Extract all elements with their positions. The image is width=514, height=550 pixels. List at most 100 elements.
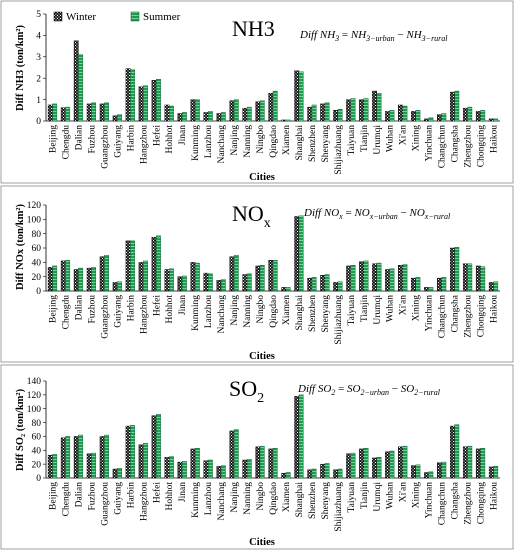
bar-summer xyxy=(78,54,84,122)
y-tick-label: 4 xyxy=(36,32,41,42)
formula-nh3-lhs: Diff NH xyxy=(299,29,336,41)
x-tick-label: Guiyang xyxy=(113,482,123,515)
bar-summer xyxy=(169,268,174,292)
bar-winter xyxy=(86,453,92,479)
y-tick-label: 40 xyxy=(32,446,42,456)
bar-winter xyxy=(216,466,222,479)
bar-winter xyxy=(164,457,170,479)
bar-winter xyxy=(255,101,261,122)
panel-frame-nh3 xyxy=(0,0,514,184)
bar-summer xyxy=(428,287,434,292)
bar-summer xyxy=(207,459,213,479)
bar-winter xyxy=(307,469,313,479)
bar-winter xyxy=(203,112,209,122)
bar-summer xyxy=(493,118,499,122)
x-tick-label: Guiyang xyxy=(113,295,123,328)
x-tick-label: Shanghai xyxy=(295,295,305,331)
bar-summer xyxy=(156,79,161,122)
bar-summer xyxy=(389,268,395,292)
x-tick-label: Chengdu xyxy=(61,482,71,517)
bar-winter xyxy=(333,469,339,479)
panel-frame-so2 xyxy=(0,364,514,550)
bar-summer xyxy=(130,240,135,292)
bar-summer xyxy=(415,277,421,292)
bar-winter xyxy=(216,280,222,292)
bar-summer xyxy=(493,281,499,292)
x-tick-label: Guangzhou xyxy=(100,482,110,526)
x-tick-label: Qingdao xyxy=(269,125,279,158)
bar-summer xyxy=(467,263,473,292)
panel-title-nox: NOx xyxy=(232,201,271,231)
bar-winter xyxy=(229,430,235,479)
formula-nh3-lhs-sub: 3 xyxy=(334,34,339,43)
x-tick-label: Kunming xyxy=(191,295,201,331)
formula-nox-a: NO xyxy=(353,207,369,219)
bar-summer xyxy=(130,425,135,479)
bar-summer xyxy=(454,424,460,479)
bar-summer xyxy=(324,274,330,292)
bar-winter xyxy=(385,111,390,122)
bar-winter xyxy=(333,110,339,122)
bar-winter xyxy=(359,261,365,292)
bar-summer xyxy=(298,394,304,479)
bar-summer xyxy=(285,119,291,122)
x-tick-label: Haikou xyxy=(490,295,500,323)
bar-winter xyxy=(320,275,326,292)
bar-summer xyxy=(233,254,239,292)
bar-summer xyxy=(259,265,265,292)
x-tick-label: Hohhot xyxy=(165,125,175,154)
formula-so2-a-sub: 2−urban xyxy=(360,388,389,397)
x-tick-label: Nanning xyxy=(243,125,253,158)
x-tick-label: Kunming xyxy=(191,482,201,518)
bar-winter xyxy=(424,118,429,122)
bar-summer xyxy=(65,106,71,122)
x-tick-label: Yinchuan xyxy=(425,482,435,519)
x-tick-label: Shanghai xyxy=(295,125,305,161)
bar-winter xyxy=(151,415,157,479)
panel-title-so2: SO2 xyxy=(229,376,264,406)
x-tick-label: Zhengzhou xyxy=(464,482,474,525)
xlabel-so2: Cities xyxy=(249,537,275,548)
panel-title-nh3: NH3 xyxy=(232,16,275,41)
bar-winter xyxy=(320,103,326,122)
bar-winter xyxy=(281,119,287,122)
bar-winter xyxy=(229,256,235,292)
x-tick-label: Guangzhou xyxy=(100,295,110,339)
x-tick-label: Wuhan xyxy=(386,482,396,509)
bar-summer xyxy=(117,114,122,122)
bar-winter xyxy=(151,237,157,292)
bar-winter xyxy=(346,99,352,122)
y-tick-label: 140 xyxy=(27,377,42,387)
x-tick-label: Xiamen xyxy=(282,482,292,512)
bar-summer xyxy=(220,465,226,479)
bar-summer xyxy=(441,461,447,479)
x-tick-label: Hohhot xyxy=(165,295,175,324)
bar-summer xyxy=(259,100,265,122)
bar-winter xyxy=(398,446,403,479)
bar-summer xyxy=(428,471,434,479)
bar-summer xyxy=(220,279,226,292)
bar-summer xyxy=(65,436,71,479)
formula-nox-a-sub: x−urban xyxy=(369,212,398,221)
formula-so2-b: SO xyxy=(401,383,415,395)
formula-nox: Diff NOx = NOx−urban − NOx−rural xyxy=(303,207,451,221)
x-tick-label: Xiamen xyxy=(282,125,292,155)
y-tick-label: 5 xyxy=(36,10,41,20)
x-tick-label: Harbin xyxy=(126,125,136,152)
x-tick-label: Xi'an xyxy=(399,295,409,315)
bar-winter xyxy=(333,282,339,292)
bar-winter xyxy=(203,460,209,479)
y-tick-label: 2 xyxy=(36,74,41,84)
bar-summer xyxy=(130,69,135,122)
bar-winter xyxy=(177,461,183,479)
bar-summer xyxy=(441,113,447,122)
formula-nh3: Diff NH3 = NH3−urban − NH3−rural xyxy=(299,29,448,43)
bar-summer xyxy=(233,429,239,479)
bar-winter xyxy=(268,448,274,479)
bar-winter xyxy=(294,216,300,292)
bar-summer xyxy=(259,445,265,479)
bar-summer xyxy=(350,98,356,122)
bar-winter xyxy=(268,92,274,122)
bar-winter xyxy=(281,472,287,479)
bar-summer xyxy=(402,445,408,479)
